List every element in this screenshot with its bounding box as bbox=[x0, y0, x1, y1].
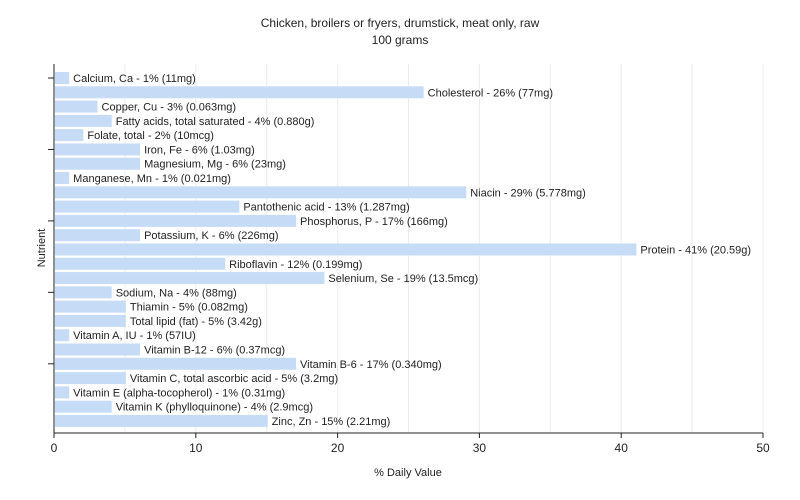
bar-label: Iron, Fe - 6% (1.03mg) bbox=[144, 144, 255, 156]
bar bbox=[55, 200, 240, 213]
bar bbox=[55, 257, 226, 270]
bar bbox=[55, 357, 297, 370]
bar bbox=[55, 114, 112, 127]
bar-label: Folate, total - 2% (10mcg) bbox=[87, 130, 214, 142]
bar-label: Vitamin C, total ascorbic acid - 5% (3.2… bbox=[130, 373, 338, 385]
bar-label: Calcium, Ca - 1% (11mg) bbox=[73, 73, 196, 85]
bar bbox=[55, 100, 98, 113]
bar bbox=[55, 157, 141, 170]
bar-label: Selenium, Se - 19% (13.5mcg) bbox=[328, 273, 478, 285]
bar-label: Total lipid (fat) - 5% (3.42g) bbox=[130, 316, 262, 328]
bar bbox=[55, 243, 637, 256]
x-tick-label: 0 bbox=[51, 441, 58, 455]
bar bbox=[55, 329, 70, 342]
bar-label: Vitamin B-12 - 6% (0.37mcg) bbox=[144, 345, 285, 357]
bar-label: Sodium, Na - 4% (88mg) bbox=[116, 287, 237, 299]
bar bbox=[55, 143, 141, 156]
bar-label: Vitamin E (alpha-tocopherol) - 1% (0.31m… bbox=[73, 387, 285, 399]
bar bbox=[55, 129, 84, 142]
bar-label: Cholesterol - 26% (77mg) bbox=[428, 87, 553, 99]
bar-label: Copper, Cu - 3% (0.063mg) bbox=[102, 102, 237, 114]
bar bbox=[55, 272, 325, 285]
bar bbox=[55, 400, 112, 413]
bar bbox=[55, 229, 141, 242]
chart-title: Chicken, broilers or fryers, drumstick, … bbox=[261, 16, 540, 30]
x-tick-label: 50 bbox=[756, 441, 770, 455]
bar-label: Niacin - 29% (5.778mg) bbox=[470, 187, 586, 199]
bar bbox=[55, 343, 141, 356]
y-axis-title: Nutrient bbox=[36, 229, 48, 268]
bar-label: Pantothenic acid - 13% (1.287mg) bbox=[243, 202, 409, 214]
bar-label: Protein - 41% (20.59g) bbox=[640, 244, 751, 256]
bar bbox=[55, 414, 268, 427]
bars: Calcium, Ca - 1% (11mg) Cholesterol - 26%… bbox=[55, 72, 751, 428]
bar bbox=[55, 86, 424, 99]
x-tick-label: 40 bbox=[615, 441, 629, 455]
bar bbox=[55, 300, 126, 313]
bar-label: Thiamin - 5% (0.082mg) bbox=[130, 302, 248, 314]
x-axis-title: % Daily Value bbox=[374, 467, 442, 479]
bar-label: Zinc, Zn - 15% (2.21mg) bbox=[272, 416, 391, 428]
bar bbox=[55, 172, 70, 185]
bar bbox=[55, 72, 70, 84]
x-tick-label: 10 bbox=[189, 441, 203, 455]
bar-label: Riboflavin - 12% (0.199mg) bbox=[229, 259, 362, 271]
bar-label: Fatty acids, total saturated - 4% (0.880… bbox=[116, 116, 315, 128]
bar-label: Magnesium, Mg - 6% (23mg) bbox=[144, 159, 286, 171]
chart-subtitle: 100 grams bbox=[372, 33, 429, 47]
ticks: 0 10 20 30 40 50 bbox=[48, 77, 770, 455]
bar-label: Phosphorus, P - 17% (166mg) bbox=[300, 216, 448, 228]
bar bbox=[55, 314, 126, 327]
axes bbox=[53, 64, 763, 434]
bar-label: Vitamin K (phylloquinone) - 4% (2.9mcg) bbox=[116, 402, 313, 414]
bar-label: Vitamin A, IU - 1% (57IU) bbox=[73, 330, 196, 342]
x-tick-label: 30 bbox=[473, 441, 487, 455]
x-tick-label: 20 bbox=[331, 441, 345, 455]
bar-label: Potassium, K - 6% (226mg) bbox=[144, 230, 279, 242]
bar-label: Vitamin B-6 - 17% (0.340mg) bbox=[300, 359, 442, 371]
bar bbox=[55, 386, 70, 399]
bar bbox=[55, 214, 297, 227]
bar bbox=[55, 186, 467, 199]
bar bbox=[55, 286, 112, 299]
bar-label: Manganese, Mn - 1% (0.021mg) bbox=[73, 173, 231, 185]
bar bbox=[55, 372, 126, 385]
